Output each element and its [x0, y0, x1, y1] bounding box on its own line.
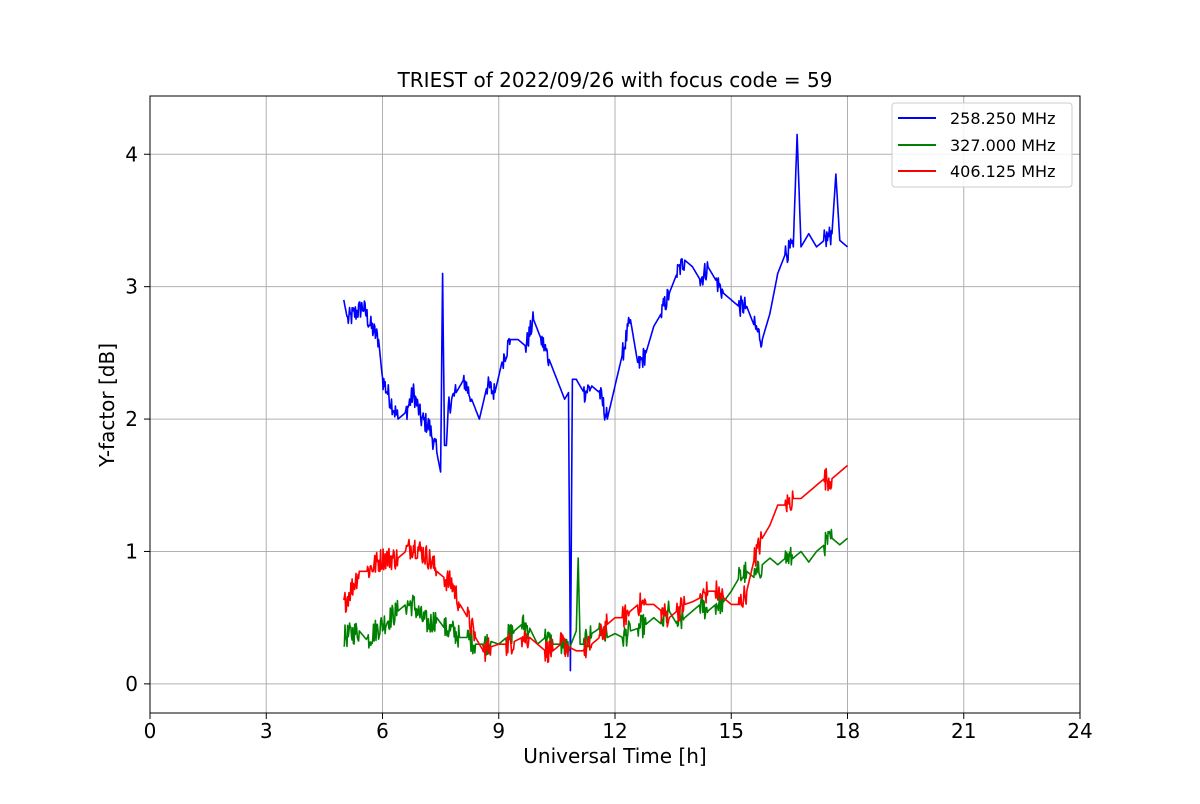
x-tick-label-21: 21: [951, 719, 976, 743]
series-line-258-250: [343, 133, 849, 672]
y-tick-label-1: 1: [125, 539, 138, 563]
x-tick-label-15: 15: [719, 719, 744, 743]
legend-label-406: 406.125 MHz: [950, 162, 1055, 181]
series-line-327-000: [343, 528, 849, 656]
chart-title: TRIEST of 2022/09/26 with focus code = 5…: [397, 68, 833, 92]
x-tick-label-3: 3: [260, 719, 273, 743]
y-tick-label-2: 2: [125, 407, 138, 431]
legend-label-327: 327.000 MHz: [950, 136, 1055, 155]
x-axis-label: Universal Time [h]: [523, 744, 706, 768]
plot-series: [343, 133, 849, 672]
x-tick-label-9: 9: [492, 719, 505, 743]
y-tick-label-0: 0: [125, 672, 138, 696]
y-tick-label-3: 3: [125, 275, 138, 299]
x-tick-label-12: 12: [602, 719, 627, 743]
x-tick-label-24: 24: [1067, 719, 1092, 743]
legend-label-258: 258.250 MHz: [950, 109, 1055, 128]
x-tick-label-6: 6: [376, 719, 389, 743]
x-tick-label-18: 18: [835, 719, 860, 743]
series-line-406-125: [343, 464, 849, 664]
x-axis-ticks: 0 3 6 9 12 15 18 21 24: [144, 713, 1093, 743]
x-tick-label-0: 0: [144, 719, 157, 743]
y-axis-ticks: 0 1 2 3 4: [125, 142, 150, 696]
y-tick-label-4: 4: [125, 142, 138, 166]
y-axis-label: Y-factor [dB]: [95, 343, 119, 468]
legend: 258.250 MHz 327.000 MHz 406.125 MHz: [891, 102, 1073, 188]
legend-box: [891, 102, 1073, 188]
